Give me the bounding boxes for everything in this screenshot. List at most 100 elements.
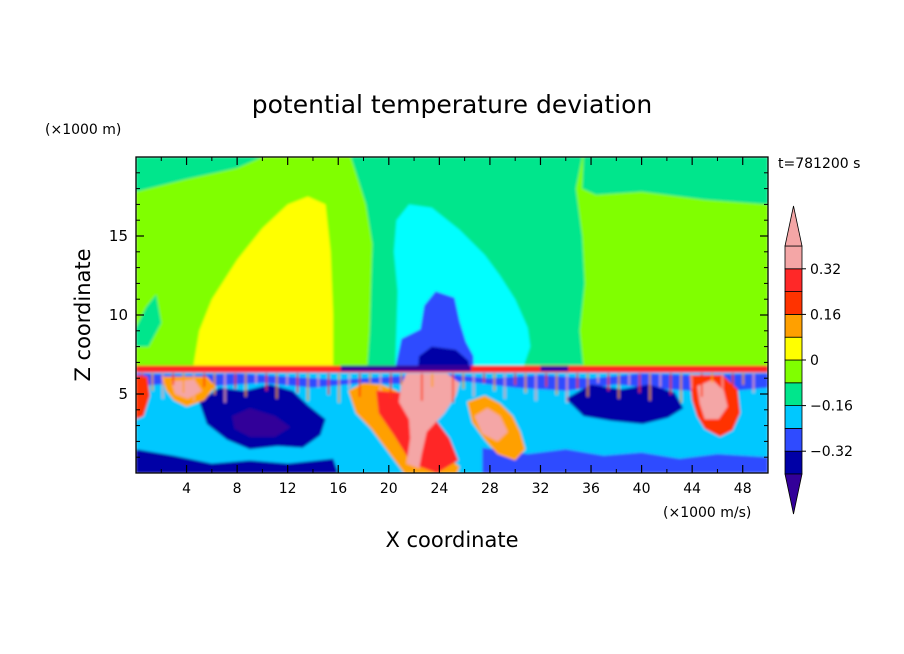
striation — [680, 373, 683, 403]
striation — [586, 373, 589, 397]
striation — [534, 373, 537, 401]
colorbar-label: 0.32 — [810, 262, 841, 278]
striation — [369, 373, 372, 383]
striation — [317, 373, 320, 387]
striation — [192, 373, 195, 401]
striation — [244, 373, 247, 397]
x-axis-ticks: 4 8 12 16 20 24 28 32 36 40 44 48 — [160, 157, 752, 497]
striation — [161, 373, 164, 399]
striation — [151, 373, 154, 391]
x-axis-label: X coordinate — [385, 528, 518, 552]
y-axis-label: Z coordinate — [71, 248, 95, 381]
striation — [711, 373, 714, 383]
striation — [400, 373, 403, 385]
colorbar-bottom-extension — [784, 473, 803, 515]
striation — [203, 373, 206, 387]
colorbar: 0.32 0.16 0 −0.16 −0.32 — [784, 205, 853, 515]
colorbar-bin — [784, 268, 803, 292]
warm-streak-left-edge — [136, 375, 150, 420]
y-unit-label: (×1000 m) — [45, 122, 121, 138]
x-tick-label: 40 — [633, 481, 651, 497]
lower-layer-cold-right — [565, 384, 684, 424]
y-tick-label: 5 — [118, 385, 128, 403]
striation — [172, 373, 175, 385]
striation — [721, 373, 724, 391]
striation — [752, 373, 755, 393]
striation — [566, 373, 569, 403]
striation — [648, 373, 651, 401]
warm-plume-far-right — [697, 379, 728, 420]
colorbar-bin — [784, 359, 803, 384]
striation — [379, 373, 382, 391]
x-tick-label: 24 — [430, 481, 448, 497]
lower-layer-bottom-right — [482, 447, 768, 473]
striation — [462, 373, 465, 389]
striation — [410, 373, 413, 393]
x-tick-label: 12 — [279, 481, 297, 497]
striation — [389, 373, 392, 399]
x-unit-label: (×1000 m/s) — [663, 505, 751, 521]
x-tick-label: 48 — [734, 481, 752, 497]
chart-title: potential temperature deviation — [252, 90, 652, 119]
striation — [234, 373, 237, 389]
striation — [617, 373, 620, 399]
striation — [607, 373, 610, 391]
striation — [358, 373, 361, 397]
y-tick-label: 10 — [109, 306, 128, 324]
colorbar-bin — [784, 450, 803, 475]
x-tick-label: 36 — [582, 481, 600, 497]
striation — [141, 373, 144, 383]
colorbar-label: −0.16 — [810, 399, 853, 415]
striation — [441, 373, 444, 395]
colorbar-bin — [784, 245, 803, 270]
striation — [576, 373, 579, 389]
y-axis-ticks: 5 10 15 — [109, 172, 768, 458]
colorbar-label: 0 — [810, 353, 819, 369]
colorbar-bin — [784, 405, 803, 429]
striation — [348, 373, 351, 389]
striation — [545, 373, 548, 387]
warm-lobe-left — [192, 196, 334, 369]
striation — [223, 373, 226, 403]
striation — [514, 373, 517, 385]
striation — [327, 373, 330, 395]
contour-field — [136, 157, 768, 473]
colorbar-bin — [784, 313, 803, 338]
striation — [742, 373, 745, 385]
striation — [472, 373, 475, 397]
striation — [731, 373, 734, 399]
striation — [306, 373, 309, 401]
lower-layer-core-left — [232, 408, 291, 437]
striation — [213, 373, 216, 395]
striation — [255, 373, 258, 383]
striation — [296, 373, 299, 393]
striation — [700, 373, 703, 397]
turbulence-striations — [141, 373, 755, 403]
x-tick-label: 32 — [532, 481, 550, 497]
striation — [493, 373, 496, 391]
lower-layer-blue-band — [136, 373, 768, 393]
striation — [420, 373, 423, 401]
cold-core-center — [395, 291, 474, 369]
striation — [503, 373, 506, 399]
striation — [483, 373, 486, 383]
striation — [659, 373, 662, 387]
striation — [286, 373, 289, 385]
y-tick-label: 15 — [109, 227, 128, 245]
near-zero-right — [582, 157, 768, 205]
colorbar-bin — [784, 427, 803, 452]
striation — [628, 373, 631, 385]
colorbar-bin — [784, 291, 803, 315]
colorbar-top-extension — [784, 205, 803, 247]
x-tick-label: 16 — [329, 481, 347, 497]
striation — [431, 373, 434, 387]
time-label: t=781200 s — [778, 156, 860, 172]
striation — [182, 373, 185, 393]
cold-core-inner — [417, 346, 470, 369]
striation — [690, 373, 693, 389]
cool-patch-right — [544, 352, 571, 369]
x-tick-label: 8 — [233, 481, 242, 497]
x-tick-label: 44 — [683, 481, 701, 497]
colorbar-bin — [784, 382, 803, 406]
